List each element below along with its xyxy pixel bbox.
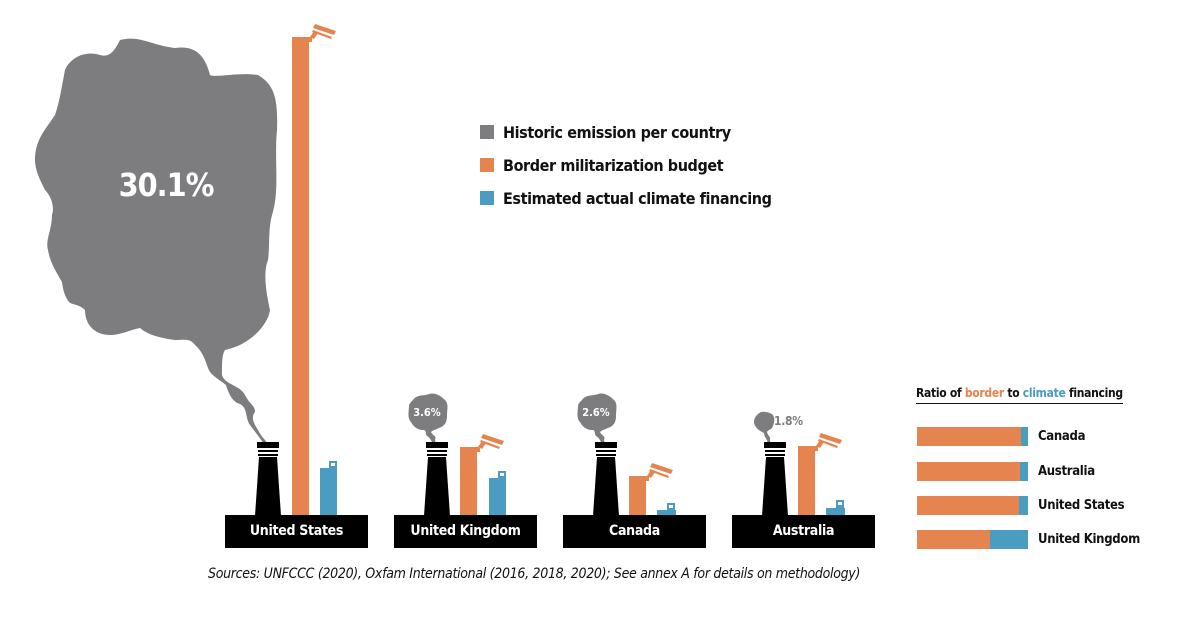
- legend-swatch-orange: [480, 158, 494, 172]
- uk-label: United Kingdom: [394, 515, 537, 548]
- uk-border-bar: [460, 447, 477, 515]
- australia-label: Australia: [732, 515, 875, 548]
- uk-climate-bar: [489, 478, 506, 515]
- canada-emission-value: 2.6%: [582, 406, 610, 419]
- canada-label: Canada: [563, 515, 706, 548]
- ratio-bar-canada: [917, 427, 1028, 446]
- legend-swatch-blue: [480, 191, 494, 205]
- us-emission-cloud: 30.1%: [35, 38, 278, 445]
- ratio-panel-title: Ratio of border to climate financing: [916, 386, 1123, 404]
- ratio-label-australia: Australia: [1038, 464, 1095, 479]
- australia-emission-value: 1.8%: [774, 414, 803, 428]
- australia-border-bar: [798, 446, 815, 515]
- us-border-bar: [292, 37, 309, 515]
- australia-camera-icon: [813, 433, 842, 451]
- legend-item-climate: Estimated actual climate financing: [480, 189, 772, 209]
- uk-emission-cloud: 3.6%: [408, 393, 448, 444]
- ratio-bar-australia: [917, 462, 1028, 481]
- us-climate-bar: [320, 468, 337, 515]
- ratio-label-united-states: United States: [1038, 498, 1125, 513]
- australia-emission-cloud: [754, 411, 775, 444]
- uk-camera-icon: [475, 434, 504, 452]
- canada-emission-cloud: 2.6%: [577, 393, 617, 444]
- ratio-label-united-kingdom: United Kingdom: [1038, 532, 1140, 547]
- ratio-bar-united-kingdom: [917, 530, 1028, 549]
- source-note: Sources: UNFCCC (2020), Oxfam Internatio…: [208, 566, 861, 582]
- australia-chimney-icon: [762, 442, 788, 516]
- us-solar-house-icon: [329, 461, 337, 469]
- ratio-title-border: border: [964, 386, 1004, 400]
- ratio-label-canada: Canada: [1038, 429, 1086, 444]
- us-label: United States: [225, 515, 368, 548]
- canada-chimney-icon: [593, 442, 619, 516]
- legend-item-emission: Historic emission per country: [480, 123, 731, 143]
- australia-solar-house-icon: [836, 500, 844, 508]
- us-emission-value: 30.1%: [119, 166, 214, 204]
- ratio-bar-united-states: [917, 496, 1028, 515]
- canada-camera-icon: [644, 463, 673, 481]
- legend-swatch-gray: [480, 125, 494, 139]
- uk-chimney-icon: [424, 442, 450, 516]
- us-camera-icon: [307, 24, 336, 42]
- us-chimney-icon: [255, 442, 281, 516]
- ratio-title-climate: climate: [1022, 386, 1066, 400]
- canada-border-bar: [629, 476, 646, 515]
- legend-item-border: Border militarization budget: [480, 156, 724, 176]
- australia-climate-bar: [826, 508, 845, 515]
- uk-solar-house-icon: [498, 471, 506, 479]
- canada-climate-bar: [657, 510, 676, 515]
- uk-emission-value: 3.6%: [413, 406, 441, 419]
- canada-solar-house-icon: [667, 503, 675, 511]
